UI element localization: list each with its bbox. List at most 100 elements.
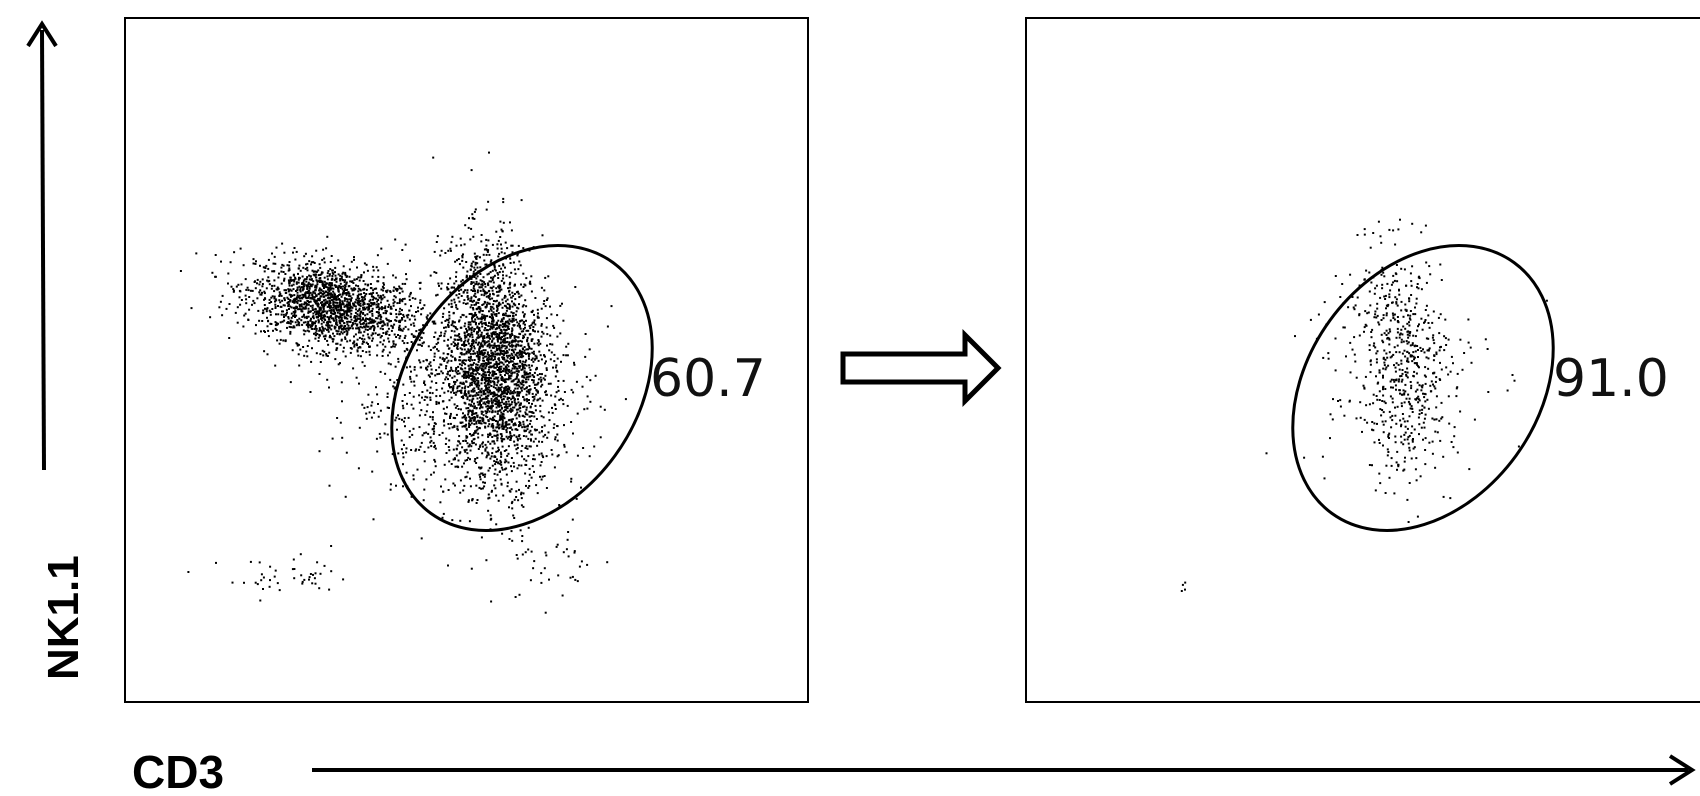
scatter-point — [495, 347, 498, 350]
scatter-point — [470, 282, 473, 285]
scatter-point — [530, 358, 533, 361]
scatter-point — [495, 400, 498, 403]
scatter-point — [487, 379, 490, 382]
scatter-point — [420, 537, 423, 540]
scatter-point — [499, 409, 502, 412]
scatter-point — [379, 370, 382, 373]
scatter-point — [1374, 313, 1377, 316]
scatter-point — [507, 400, 510, 403]
scatter-point — [535, 355, 538, 358]
scatter-point — [260, 293, 263, 296]
scatter-point — [504, 337, 507, 340]
scatter-point — [1385, 464, 1388, 467]
scatter-point — [343, 305, 346, 308]
scatter-point — [498, 331, 501, 334]
scatter-point — [518, 435, 520, 438]
scatter-point — [487, 302, 490, 305]
scatter-point — [410, 333, 413, 336]
scatter-point — [435, 403, 438, 405]
scatter-point — [528, 392, 531, 395]
scatter-point — [348, 285, 351, 287]
scatter-point — [373, 329, 375, 332]
scatter-point — [580, 560, 583, 563]
scatter-point — [513, 389, 516, 392]
scatter-point — [220, 260, 222, 263]
scatter-point — [389, 378, 392, 381]
scatter-point — [496, 398, 499, 401]
scatter-point — [373, 287, 376, 290]
scatter-point — [293, 568, 296, 570]
scatter-point — [530, 476, 533, 479]
scatter-point — [472, 362, 475, 365]
scatter-point — [465, 315, 468, 318]
scatter-point — [465, 350, 468, 353]
scatter-point — [475, 338, 478, 341]
scatter-point — [484, 426, 487, 429]
scatter-point — [314, 325, 317, 327]
scatter-point — [362, 296, 365, 299]
scatter-point — [467, 342, 470, 345]
scatter-point — [412, 478, 415, 481]
scatter-point — [469, 299, 472, 302]
scatter-point — [514, 272, 517, 275]
scatter-point — [394, 343, 397, 346]
scatter-point — [352, 293, 355, 296]
scatter-point — [362, 317, 364, 320]
scatter-point — [476, 255, 479, 258]
scatter-point — [461, 254, 464, 257]
scatter-point — [345, 304, 348, 307]
scatter-point — [516, 387, 519, 390]
scatter-point — [413, 384, 416, 387]
scatter-point — [365, 306, 368, 309]
scatter-point — [488, 253, 491, 256]
scatter-point — [328, 351, 331, 354]
scatter-point — [479, 402, 481, 404]
scatter-point — [477, 343, 480, 346]
scatter-point — [442, 352, 445, 355]
scatter-point — [486, 454, 489, 457]
scatter-point — [481, 304, 484, 306]
scatter-point — [467, 321, 470, 324]
scatter-point — [473, 359, 476, 361]
scatter-point — [488, 434, 491, 437]
scatter-point — [283, 279, 286, 282]
scatter-point — [522, 355, 525, 358]
scatter-point — [321, 349, 324, 352]
scatter-point — [501, 320, 504, 323]
scatter-point — [379, 315, 382, 318]
scatter-point — [368, 293, 371, 295]
scatter-point — [398, 417, 401, 420]
scatter-point — [244, 312, 247, 315]
scatter-point — [519, 339, 522, 342]
scatter-point — [354, 322, 357, 325]
scatter-point — [469, 344, 472, 347]
scatter-point — [496, 473, 499, 476]
scatter-point — [310, 317, 312, 320]
scatter-point — [1372, 232, 1375, 234]
scatter-point — [357, 303, 360, 306]
scatter-point — [409, 293, 412, 296]
scatter-point — [487, 394, 489, 397]
scatter-point — [339, 301, 341, 304]
scatter-point — [520, 352, 523, 355]
scatter-point — [463, 334, 466, 337]
scatter-point — [343, 322, 346, 325]
scatter-point — [315, 294, 318, 297]
scatter-point — [238, 289, 241, 292]
scatter-point — [496, 307, 499, 310]
scatter-point — [274, 327, 277, 330]
scatter-point — [294, 299, 296, 302]
scatter-point — [321, 271, 324, 274]
scatter-point — [458, 452, 461, 455]
scatter-point — [513, 434, 516, 437]
scatter-point — [466, 295, 469, 298]
scatter-point — [332, 290, 335, 293]
scatter-point — [485, 415, 487, 418]
scatter-point — [464, 389, 467, 392]
scatter-point — [342, 350, 345, 353]
scatter-point — [540, 581, 543, 584]
scatter-point — [398, 302, 401, 304]
scatter-point — [239, 247, 242, 250]
scatter-point — [336, 301, 339, 304]
scatter-point — [293, 577, 296, 580]
